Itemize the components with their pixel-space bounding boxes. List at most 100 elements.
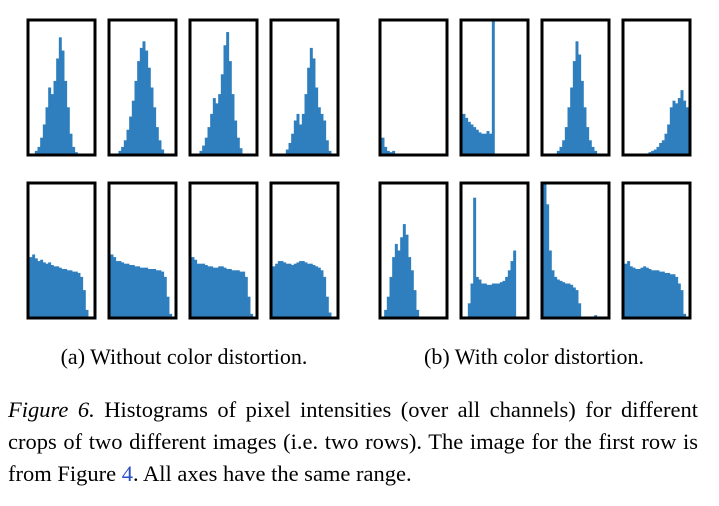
histogram-bar [507,270,511,317]
figure-caption: Figure 6. Histograms of pixel intensitie… [8,394,698,490]
histogram-bar [635,268,639,317]
histogram-bar [667,272,671,317]
axes-frame [107,18,178,157]
histogram-bar [301,113,305,154]
histogram-bar [231,94,235,154]
histogram-bar [194,259,198,317]
histogram-grid [26,18,692,320]
histogram-bar [559,280,563,317]
histogram-bar [483,133,487,154]
histogram-bar [207,127,211,154]
histogram-bar [556,150,560,154]
histogram-bar [69,133,73,154]
histogram-bar [304,262,308,317]
histogram-bar [158,270,162,317]
histogram-bar [228,268,232,317]
histogram-bar [196,263,200,317]
histogram-bar [651,150,655,154]
histogram-bar [250,313,254,317]
histogram-bar [486,131,490,154]
histogram-bar [61,268,65,317]
histogram-bar [648,152,652,154]
histogram-bar [161,271,165,317]
histogram-bar [53,80,57,154]
histogram-bar [594,315,598,317]
histogram-bar [134,266,138,317]
histogram-bar [220,266,224,317]
histogram-bar [572,287,576,317]
histogram-bar [389,152,393,154]
histogram-bar [58,37,62,154]
histogram-bar [307,67,311,154]
axes-frame [26,181,97,320]
axes-frame [378,181,449,320]
histogram-bar [223,45,227,154]
histogram-bar [139,47,143,154]
histogram-bar [510,261,514,317]
histogram-bar [486,284,490,317]
histogram-bar [473,127,477,154]
histogram-bar [134,80,138,154]
histogram-bar [45,263,49,317]
histogram-bar [204,137,208,154]
histogram-bar [239,148,243,154]
histogram-bar [467,121,471,154]
histogram-bar [166,296,170,317]
histogram-bar [56,58,60,154]
histogram-bar [328,150,332,154]
histogram-bar [115,261,119,317]
histogram-bar [483,283,487,317]
histogram-bar [664,272,668,317]
histogram-bar [594,150,598,154]
histogram-bar [462,113,466,154]
axes-frame [459,181,530,320]
histogram-bar [126,263,130,317]
axes-frame [459,18,530,157]
histogram-bar [328,312,332,317]
axes-frame [26,18,97,157]
histogram-bar [288,263,292,317]
histogram-bar [637,268,641,317]
histogram-bar [489,133,493,154]
histogram-bar [212,98,216,154]
histogram-bar [66,270,70,317]
histogram-bar [155,270,159,317]
figure-reference[interactable]: 4 [121,461,133,486]
histogram-bar [384,309,388,317]
histogram-bar [564,283,568,317]
histogram-bar [567,283,571,317]
histogram-bar [651,270,655,317]
histogram-bar [210,266,214,317]
histogram-bar [234,120,238,154]
histogram-bar [497,283,501,317]
histogram-bar [481,133,485,154]
axes-frame [269,18,340,157]
caption-text: Histograms of pixel intensities (over al… [8,397,698,486]
histogram-bar [42,124,46,154]
histogram-bar [408,257,412,317]
histogram-bar [632,267,636,317]
histogram-bar [669,107,673,154]
histogram-bar [656,270,660,317]
axes-frame [540,181,611,320]
histogram-bar [667,124,671,154]
histogram-bar [291,133,295,154]
histogram-bar [244,276,248,317]
histogram-bar [126,129,130,154]
histogram-bar [307,263,311,317]
histogram-bar [301,261,305,317]
histogram-bar [570,284,574,317]
histogram-bar [567,107,571,154]
histogram-bar [677,98,681,154]
histogram-bar [475,129,479,154]
histogram-bar [656,146,660,154]
histogram-bar [137,266,141,317]
histogram-bar [45,107,49,154]
histogram-bar [645,267,649,317]
axes-frame [378,18,449,157]
histogram-bar [296,262,300,317]
histogram-bar [207,266,211,317]
histogram-bar [72,146,76,154]
histogram-bar [275,263,279,317]
